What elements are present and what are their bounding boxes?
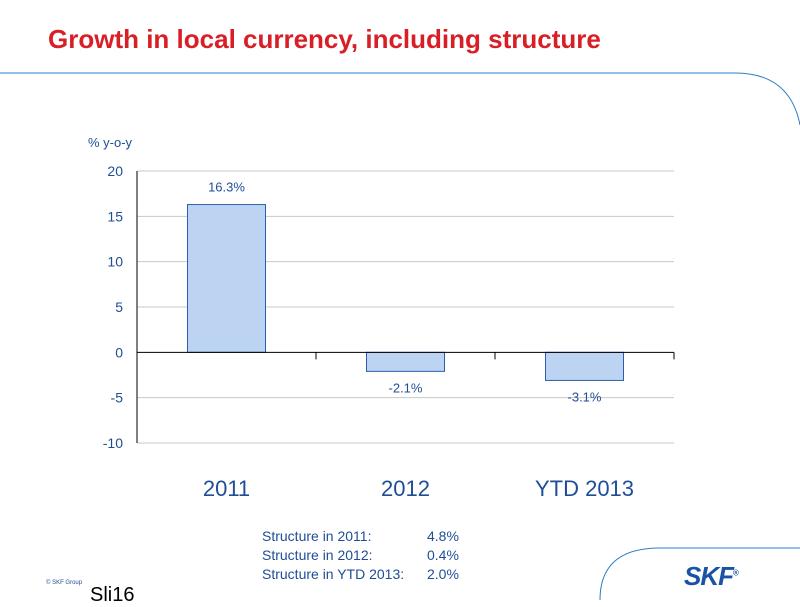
y-tick-label: -10 [103, 435, 123, 451]
x-category-label: 2011 [203, 476, 250, 501]
structure-note-label: Structure in YTD 2013: [262, 566, 405, 582]
bar [366, 351, 445, 372]
structure-note-value: 4.8% [427, 528, 459, 544]
y-tick-label: 20 [107, 163, 123, 179]
y-tick-label: 10 [107, 254, 123, 270]
data-label: 16.3% [208, 180, 245, 195]
logo-text: SKF [684, 561, 734, 591]
y-tick-label: 5 [115, 299, 123, 315]
y-tick-label: 15 [107, 208, 123, 224]
y-axis-label: % y-o-y [88, 135, 133, 150]
structure-note-label: Structure in 2012: [262, 547, 373, 563]
copyright-text: © SKF Group [46, 580, 83, 586]
bar [545, 351, 624, 381]
bar [187, 204, 266, 353]
structure-notes: Structure in 2011: 4.8% Structure in 201… [262, 527, 459, 584]
structure-note-2012: Structure in 2012: 0.4% [262, 546, 459, 565]
logo-registered-mark: ® [733, 568, 739, 578]
y-tick-label: -5 [111, 390, 124, 406]
structure-note-value: 0.4% [427, 547, 459, 563]
x-category-label: YTD 2013 [535, 476, 634, 501]
structure-note-ytd-2013: Structure in YTD 2013: 2.0% [262, 565, 459, 584]
data-label: -2.1% [389, 380, 423, 395]
structure-note-2011: Structure in 2011: 4.8% [262, 527, 459, 546]
data-label: -3.1% [568, 389, 602, 404]
structure-note-label: Structure in 2011: [262, 528, 372, 544]
structure-note-value: 2.0% [427, 566, 459, 582]
y-tick-label: 0 [115, 344, 123, 360]
x-category-label: 2012 [381, 476, 430, 501]
slide-title: Growth in local currency, including stru… [48, 24, 601, 54]
slide-number: Sli16 [90, 584, 135, 606]
skf-logo: SKF® [684, 561, 739, 592]
